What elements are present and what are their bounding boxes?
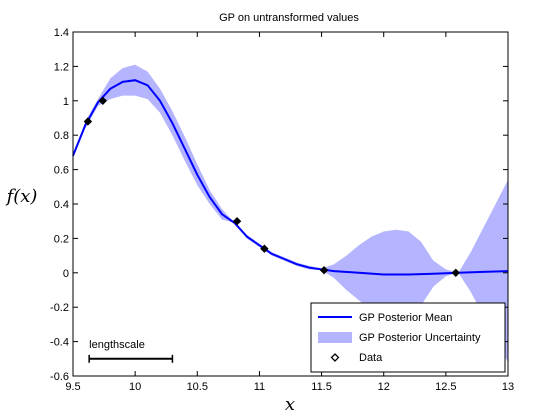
legend-data-marker	[330, 353, 340, 362]
chart-title: GP on untransformed values	[219, 12, 359, 24]
y-ticks: -0.6 -0.4 -0.2 0 0.2 0.4 0.6 0.8 1 1.2 1.4	[50, 27, 508, 383]
data-point	[319, 266, 329, 275]
x-tick-label: 10.5	[187, 381, 208, 393]
legend-entry-uncertainty: GP Posterior Uncertainty	[359, 332, 481, 344]
data-point	[260, 244, 269, 253]
mean-line-layer	[72, 79, 509, 276]
y-tick-label: 0.8	[54, 130, 69, 142]
uncertainty-band-layer	[73, 64, 508, 363]
data-point	[98, 96, 108, 106]
x-tick-label: 13	[502, 381, 514, 393]
y-tick-label: 0.4	[54, 199, 69, 211]
legend-entry-data: Data	[359, 352, 383, 364]
lengthscale-label: lengthscale	[89, 339, 145, 351]
x-tick-label: 10	[129, 381, 141, 393]
y-tick-label: -0.4	[50, 337, 69, 349]
posterior-mean-line	[72, 79, 509, 276]
data-markers-layer	[83, 96, 461, 278]
lengthscale-annotation: lengthscale	[88, 339, 174, 363]
uncertainty-band	[73, 64, 508, 363]
x-tick-label: 12	[378, 381, 390, 393]
x-tick-label: 11	[254, 381, 265, 393]
legend-band-swatch	[318, 332, 352, 343]
data-point	[83, 117, 93, 126]
x-tick-label: 11.5	[311, 381, 332, 393]
x-tick-label: 9.5	[65, 381, 80, 393]
data-point	[451, 268, 461, 278]
y-tick-label: 0	[63, 268, 69, 280]
y-tick-label: 1	[63, 96, 69, 108]
x-axis-label: x	[285, 394, 295, 415]
legend-entry-mean: GP Posterior Mean	[359, 312, 452, 324]
y-tick-label: 1.4	[54, 27, 69, 39]
y-tick-label: -0.6	[50, 371, 69, 383]
y-tick-label: 0.6	[54, 165, 69, 177]
data-point	[232, 216, 242, 226]
y-tick-label: -0.2	[50, 302, 69, 314]
y-tick-label: 0.2	[54, 233, 69, 245]
y-axis-label: f(x)	[5, 186, 38, 207]
legend: GP Posterior Mean GP Posterior Uncertain…	[310, 302, 506, 373]
x-ticks: 9.5 10 10.5 11 11.5 12 12.5 13	[65, 32, 514, 393]
y-tick-label: 1.2	[54, 61, 69, 73]
x-tick-label: 12.5	[435, 381, 456, 393]
